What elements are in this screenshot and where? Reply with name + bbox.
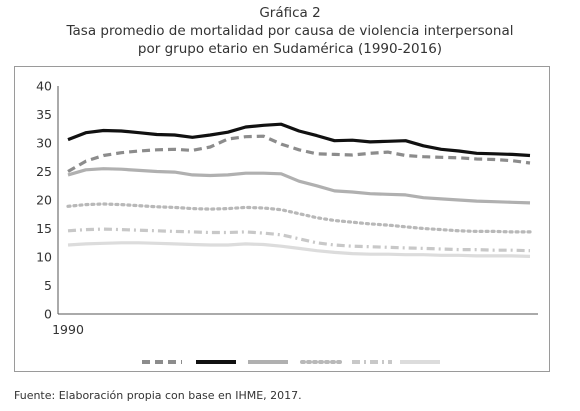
source-note: Fuente: Elaboración propia con base en I… xyxy=(14,389,302,402)
chart-title-line-1: Tasa promedio de mortalidad por causa de… xyxy=(66,23,514,39)
y-tick-label: 5 xyxy=(44,278,52,293)
y-tick-label: 15 xyxy=(36,221,52,236)
figure-label: Gráfica 2 xyxy=(259,5,321,21)
series-line-5 xyxy=(67,227,531,253)
y-tick-label: 25 xyxy=(36,164,52,179)
series-line-3 xyxy=(67,167,531,205)
y-tick-label: 10 xyxy=(36,250,52,265)
chart-frame xyxy=(14,66,550,372)
series-line-1 xyxy=(67,134,531,173)
chart-axes: 0 5 10 15 20 25 30 35 40 1990 xyxy=(36,79,538,337)
chart-series xyxy=(66,122,532,258)
chart-title-line-2: por grupo etario en Sudamérica (1990-201… xyxy=(137,41,443,57)
y-tick-label: 30 xyxy=(36,136,52,151)
y-tick-label: 0 xyxy=(44,307,52,322)
series-line-6 xyxy=(67,241,531,258)
y-tick-label: 20 xyxy=(36,193,52,208)
series-line-2 xyxy=(67,122,531,158)
series-line-4 xyxy=(66,202,532,234)
y-tick-label: 35 xyxy=(36,107,52,122)
y-tick-label: 40 xyxy=(36,79,52,94)
x-tick-label: 1990 xyxy=(52,322,84,337)
